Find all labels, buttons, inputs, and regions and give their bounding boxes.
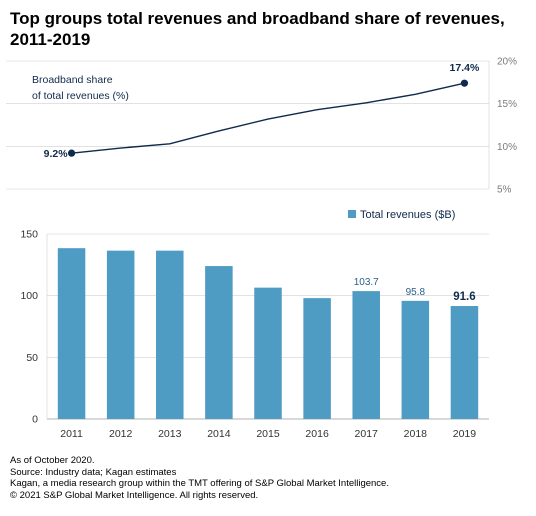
line-point-first [67, 149, 76, 157]
x-tick-label: 2012 [109, 428, 133, 440]
bar-2014 [205, 266, 233, 419]
bar-2011 [57, 248, 86, 419]
x-tick-label: 2017 [355, 428, 379, 440]
chart-title-line-2: 2011-2019 [10, 30, 91, 49]
bar-data-label: 91.6 [453, 291, 475, 303]
bar-2015 [254, 287, 282, 419]
x-tick-label: 2018 [404, 428, 428, 440]
x-tick-label: 2015 [256, 428, 280, 440]
line-data-label-first: 9.2% [44, 148, 69, 160]
chart-title: Top groups total revenues and broadband … [10, 8, 526, 50]
line-data-label-last: 17.4% [450, 62, 480, 74]
footnote-source: Source: Industry data; Kagan estimates [10, 466, 177, 478]
x-tick-label: 2013 [158, 428, 182, 440]
line-y-tick-label: 20% [497, 57, 517, 68]
bar-data-label: 103.7 [354, 277, 379, 288]
footnote-kagan: Kagan, a media research group within the… [10, 478, 389, 489]
footnote-copyright: © 2021 S&P Global Market Intelligence. A… [10, 489, 259, 501]
bar-y-tick-label: 150 [20, 229, 38, 241]
x-tick-label: 2019 [453, 428, 477, 440]
line-y-tick-label: 5% [497, 185, 512, 196]
line-y-tick-label: 10% [497, 142, 517, 153]
bar-2019 [450, 306, 479, 419]
line-point-last [460, 79, 469, 87]
line-series-broadband-share [71, 82, 465, 154]
x-tick-label: 2011 [60, 428, 83, 440]
bar-2016 [303, 298, 331, 419]
legend-label: Total revenues ($B) [360, 209, 455, 221]
bar-data-label: 95.8 [406, 287, 426, 298]
x-tick-label: 2016 [305, 428, 329, 440]
line-series-label-1: Broadband share [32, 74, 113, 86]
x-tick-label: 2014 [207, 428, 231, 440]
chart-title-line-1: Top groups total revenues and broadband … [10, 9, 505, 28]
line-series-label-2: of total revenues (%) [32, 90, 129, 102]
bar-2013 [156, 250, 184, 419]
legend-swatch [348, 210, 356, 218]
footnote-date: As of October 2020. [10, 455, 95, 466]
footnotes: As of October 2020. Source: Industry dat… [10, 455, 530, 501]
line-y-tick-label: 15% [497, 99, 517, 110]
bar-y-tick-label: 100 [20, 290, 38, 302]
bar-y-tick-label: 0 [32, 414, 38, 426]
bar-2018 [401, 300, 430, 419]
bar-2017 [352, 291, 380, 419]
bar-y-tick-label: 50 [26, 352, 38, 364]
bar-2012 [106, 250, 135, 419]
